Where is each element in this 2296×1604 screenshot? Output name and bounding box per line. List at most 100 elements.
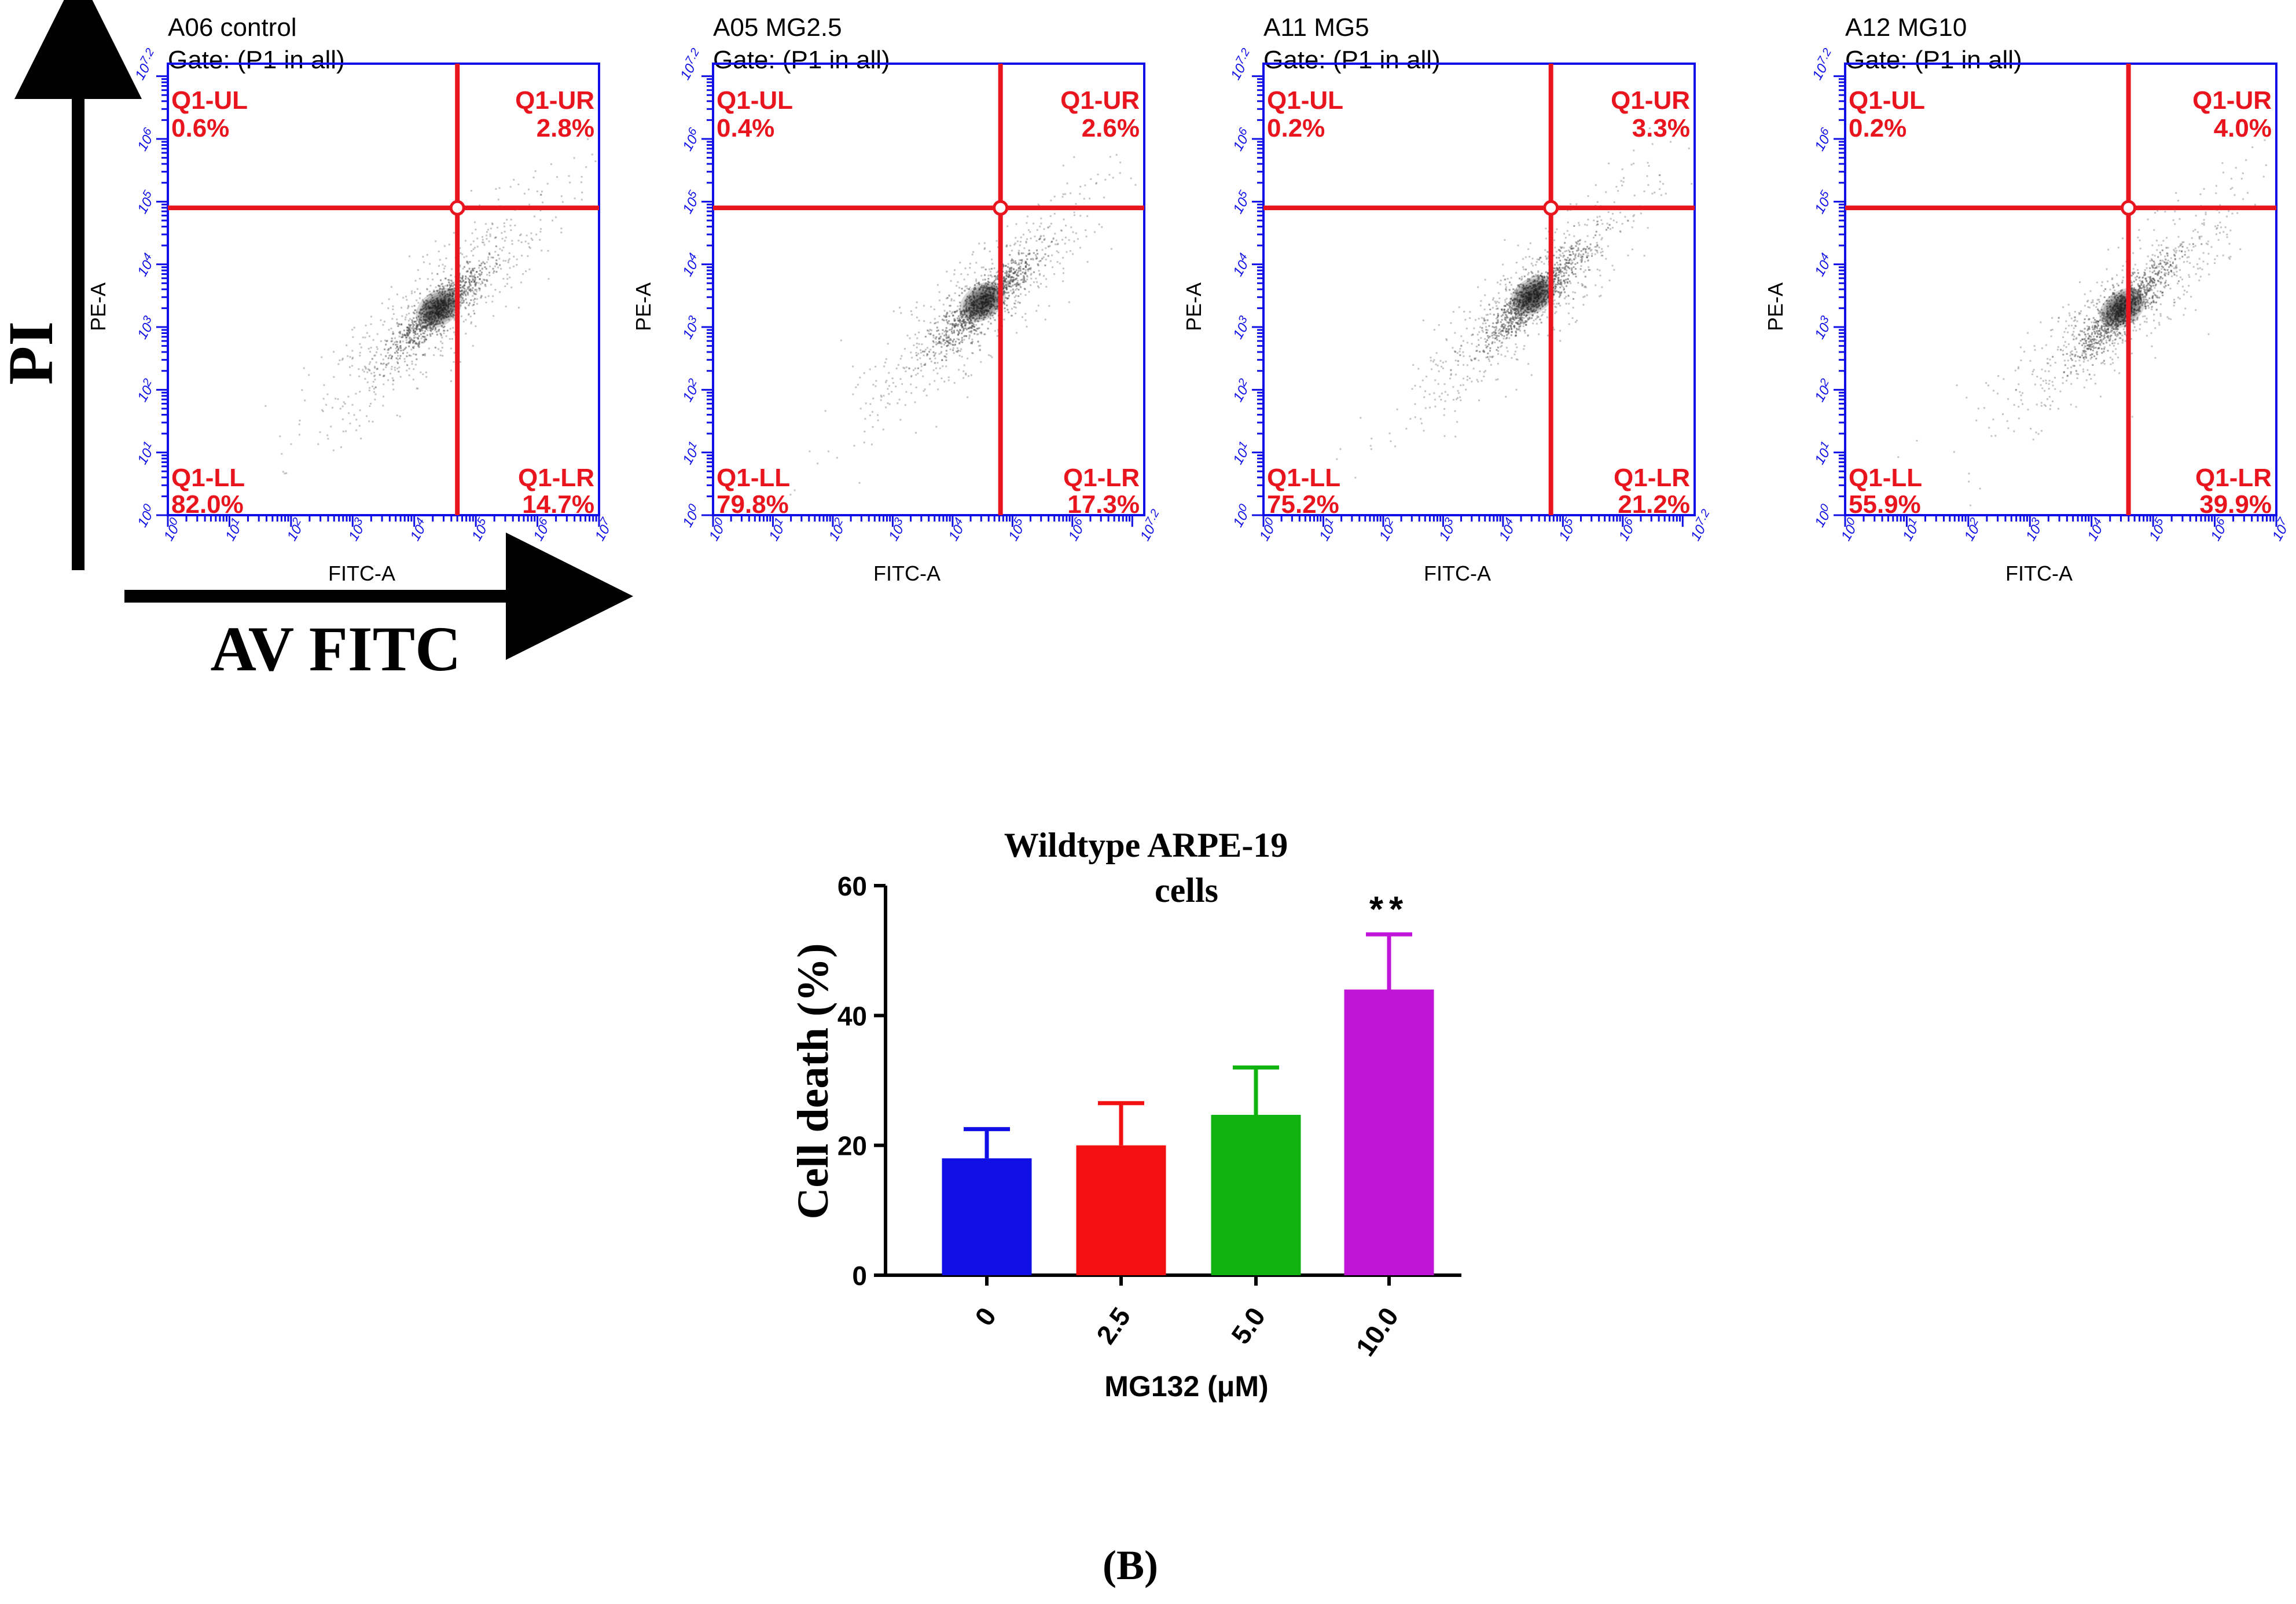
- y-tick-label: 100: [678, 502, 704, 530]
- scatter-point: [487, 256, 490, 258]
- scatter-point: [1038, 260, 1041, 262]
- scatter-point: [1487, 335, 1489, 337]
- scatter-point: [434, 304, 436, 306]
- scatter-point: [887, 388, 889, 390]
- scatter-point: [956, 329, 958, 332]
- scatter-point: [971, 322, 973, 324]
- scatter-point: [1523, 304, 1525, 307]
- scatter-point: [450, 369, 452, 372]
- scatter-point: [961, 326, 964, 328]
- scatter-point: [1520, 278, 1523, 281]
- scatter-point: [946, 327, 947, 329]
- scatter-point: [996, 335, 998, 337]
- scatter-point: [1045, 247, 1047, 249]
- scatter-point: [450, 285, 452, 287]
- scatter-point: [1520, 307, 1522, 309]
- scatter-point: [391, 340, 394, 342]
- scatter-point: [461, 302, 464, 304]
- scatter-point: [1545, 257, 1548, 259]
- scatter-point: [919, 357, 921, 359]
- scatter-point: [935, 322, 937, 324]
- scatter-point: [1565, 278, 1567, 281]
- scatter-point: [963, 335, 965, 337]
- scatter-point: [1524, 320, 1527, 322]
- scatter-point: [989, 289, 991, 291]
- scatter-point: [347, 395, 350, 398]
- scatter-point: [414, 280, 417, 282]
- scatter-point: [963, 328, 965, 331]
- scatter-point: [1480, 300, 1482, 302]
- scatter-point: [1601, 223, 1604, 225]
- scatter-point: [1487, 343, 1490, 346]
- scatter-point: [1508, 332, 1510, 333]
- scatter-point: [439, 333, 442, 335]
- scatter-point: [1575, 320, 1578, 322]
- scatter-point: [1589, 243, 1592, 245]
- scatter-point: [504, 285, 506, 288]
- scatter-point: [419, 331, 421, 332]
- scatter-point: [1459, 350, 1461, 353]
- scatter-point: [427, 295, 429, 297]
- scatter-point: [444, 265, 446, 267]
- scatter-point: [1485, 344, 1487, 346]
- scatter-point: [946, 345, 948, 347]
- scatter-point: [1522, 307, 1524, 310]
- scatter-point: [1441, 392, 1443, 395]
- scatter-point: [539, 210, 542, 211]
- scatter-point: [476, 245, 479, 248]
- scatter-point: [418, 346, 420, 348]
- scatter-point: [450, 302, 452, 304]
- scatter-point: [928, 351, 930, 353]
- scatter-point: [1537, 282, 1540, 284]
- scatter-point: [1575, 241, 1577, 244]
- scatter-point: [1500, 346, 1502, 348]
- scatter-point: [1482, 349, 1485, 351]
- scatter-point: [1004, 279, 1006, 281]
- scatter-point: [1026, 276, 1028, 278]
- scatter-point: [536, 190, 538, 193]
- scatter-point: [968, 334, 971, 336]
- scatter-point: [1513, 309, 1516, 311]
- scatter-point: [989, 305, 991, 307]
- scatter-point: [1524, 304, 1526, 306]
- scatter-point: [1577, 255, 1579, 258]
- scatter-point: [1057, 243, 1059, 245]
- scatter-point: [1024, 280, 1027, 282]
- scatter-point: [1016, 263, 1019, 266]
- scatter-point: [1438, 324, 1440, 326]
- scatter-point: [1529, 317, 1531, 320]
- scatter-point: [1526, 287, 1528, 289]
- scatter-point: [448, 293, 450, 296]
- scatter-point: [1519, 299, 1522, 302]
- scatter-point: [968, 310, 970, 312]
- scatter-point: [904, 404, 906, 406]
- scatter-point: [426, 307, 428, 309]
- scatter-point: [446, 329, 449, 332]
- x-tick-label: 107.2: [1685, 507, 1717, 544]
- scatter-point: [1529, 296, 1530, 299]
- scatter-point: [945, 329, 947, 332]
- scatter-point: [932, 334, 935, 336]
- scatter-point: [1545, 255, 1547, 258]
- y-tick-label: 102: [133, 376, 159, 404]
- scatter-point: [938, 315, 941, 317]
- scatter-point: [430, 307, 432, 309]
- scatter-point: [949, 310, 951, 313]
- scatter-point: [1528, 280, 1530, 282]
- scatter-point: [1492, 332, 1494, 334]
- scatter-point: [1559, 246, 1562, 248]
- scatter-point: [432, 312, 434, 314]
- scatter-point: [451, 288, 453, 291]
- scatter-point: [425, 322, 427, 324]
- scatter-point: [942, 338, 945, 340]
- scatter-point: [494, 265, 496, 267]
- scatter-point: [1459, 396, 1461, 398]
- scatter-point: [493, 272, 494, 274]
- scatter-point: [1543, 299, 1545, 302]
- scatter-point: [1096, 182, 1098, 184]
- scatter-point: [1670, 141, 1672, 143]
- scatter-point: [1027, 270, 1030, 272]
- scatter-point: [1463, 364, 1465, 366]
- scatter-point: [971, 311, 973, 314]
- scatter-point: [459, 301, 461, 303]
